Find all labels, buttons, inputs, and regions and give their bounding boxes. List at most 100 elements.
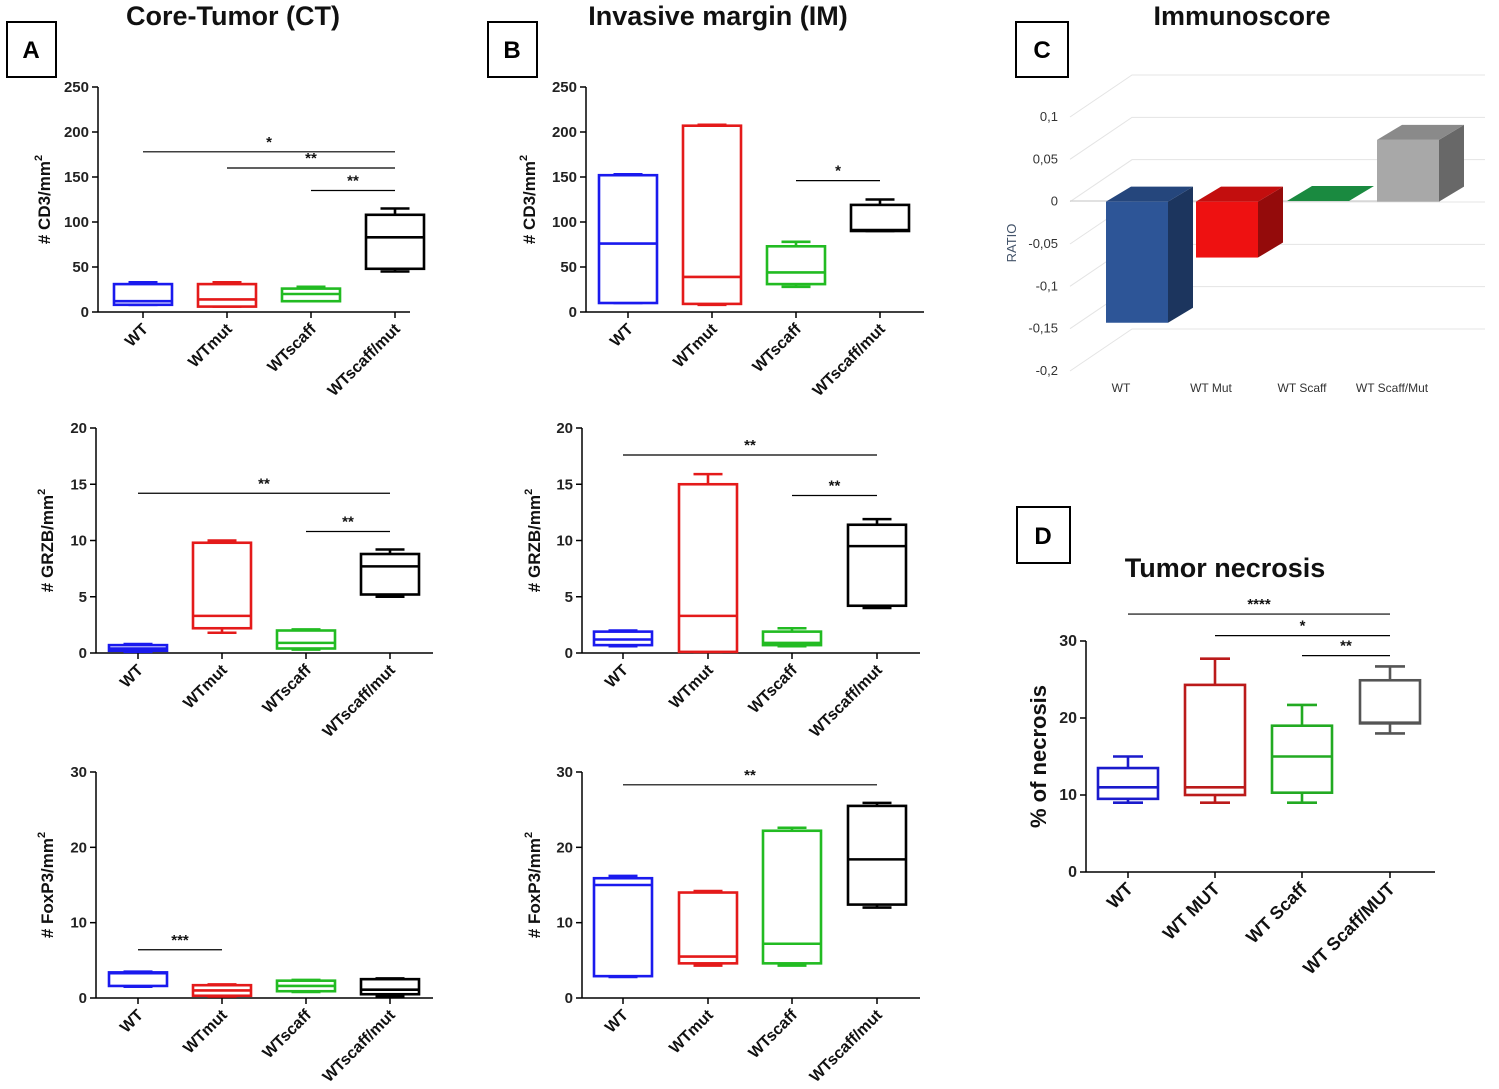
y-tick-label: 0,1 xyxy=(1040,109,1058,124)
x-category-label: WTscaff xyxy=(746,661,802,717)
y-tick-label: 30 xyxy=(1059,633,1077,650)
x-category-label: WTscaff/mut xyxy=(320,1006,400,1086)
significance-label: ** xyxy=(258,475,270,492)
y-axis-label-text: # FoxP3/mm xyxy=(38,838,57,938)
x-category-label: WT Scaff xyxy=(1242,878,1311,947)
y-tick-label: 0 xyxy=(569,304,577,321)
x-category-label: WTscaff xyxy=(260,1006,316,1062)
bar-front-face xyxy=(1196,201,1258,258)
box-wt-scaff xyxy=(1270,703,1334,805)
chart-immunoscore: 0,1 0,05 0 -0,05 -0,1 -0,15 -0,2 RATIO WT WT Mut W… xyxy=(1004,74,1485,395)
y-tick-label: 0 xyxy=(79,645,87,662)
box-iqr xyxy=(1358,678,1422,725)
box-wtscaff xyxy=(275,978,337,994)
box-iqr xyxy=(597,173,659,305)
box-wt xyxy=(597,173,659,305)
panel-letter-b: B xyxy=(487,21,538,78)
y-axis-label: RATIO xyxy=(1004,224,1019,263)
y-tick-label: 20 xyxy=(70,420,87,437)
x-category-label: WTscaff/mut xyxy=(807,1006,887,1086)
box-wtmut xyxy=(677,472,739,654)
panel-letter-d: D xyxy=(1016,506,1071,564)
x-category-label: WTscaff/mut xyxy=(810,320,890,400)
box-wtmut xyxy=(681,123,743,307)
x-category-label: WTscaff xyxy=(260,661,316,717)
x-category-label: WTscaff xyxy=(750,320,806,376)
y-tick-label: 0 xyxy=(1068,864,1077,881)
box-iqr xyxy=(846,804,908,906)
title-immunoscore: Immunoscore xyxy=(1153,1,1330,31)
box-wtscaff-mut xyxy=(359,548,421,599)
box-iqr xyxy=(359,552,421,596)
y-tick-label: 10 xyxy=(556,533,573,550)
significance-label: ** xyxy=(744,437,756,454)
y-tick-label: 20 xyxy=(556,839,573,856)
bar-wt-scaff xyxy=(1287,186,1374,201)
x-category-label: WT xyxy=(602,1007,632,1037)
significance-label: *** xyxy=(171,932,189,949)
bar-wt-scaff-mut xyxy=(1377,124,1464,202)
chart-im-cd3: 0 50 100 150 200 250 # CD3/mm2 WT WTmut WTscaff WT… xyxy=(518,79,924,400)
y-tick-label: 50 xyxy=(560,259,577,276)
x-category-label: WTscaff/mut xyxy=(807,661,887,741)
box-wtscaff xyxy=(761,826,823,967)
x-category-label: WTmut xyxy=(666,1006,717,1057)
x-category-label: WT Scaff xyxy=(1278,381,1328,395)
y-axis-label: # GRZB/mm2 xyxy=(36,489,57,592)
y-tick-label: 0 xyxy=(565,990,573,1007)
box-wtscaff xyxy=(275,628,337,651)
box-wtmut xyxy=(191,983,253,998)
box-wtmut xyxy=(191,539,253,635)
x-category-label: WT xyxy=(117,1007,147,1037)
box-wtscaff-mut xyxy=(359,977,421,998)
bar-wt xyxy=(1106,186,1193,323)
y-tick-label: 15 xyxy=(556,476,573,493)
y-tick-label: 20 xyxy=(70,839,87,856)
x-category-label: WT xyxy=(117,662,147,692)
x-category-label: WT xyxy=(122,321,152,351)
significance-label: ** xyxy=(347,173,359,190)
y-axis-label: # GRZB/mm2 xyxy=(523,489,544,592)
box-wt-mut xyxy=(1183,657,1247,805)
box-wt xyxy=(107,642,169,654)
y-axis-label-text: # GRZB/mm xyxy=(525,495,544,592)
x-category-label: WT Scaff/MUT xyxy=(1299,879,1399,979)
significance-label: * xyxy=(835,163,841,180)
box-wtmut xyxy=(677,889,739,967)
x-category-label: WT xyxy=(607,321,637,351)
y-tick-label: 0 xyxy=(565,645,573,662)
bar-front-face xyxy=(1377,139,1439,202)
box-iqr xyxy=(1270,724,1334,794)
box-iqr xyxy=(275,629,337,650)
x-category-label: WTmut xyxy=(180,1006,231,1057)
y-axis-label: # FoxP3/mm2 xyxy=(523,832,544,938)
y-axis-label-text: # CD3/mm xyxy=(520,161,539,244)
significance-label: * xyxy=(1300,618,1306,635)
box-iqr xyxy=(191,541,253,630)
box-wtscaff-mut xyxy=(846,801,908,909)
x-category-label: WTmut xyxy=(670,320,721,371)
bar-front-face xyxy=(1106,201,1168,323)
significance-label: ** xyxy=(342,514,354,531)
y-tick-label: 5 xyxy=(565,589,573,606)
bar-side-face xyxy=(1168,186,1193,323)
significance-label: * xyxy=(266,134,272,151)
significance-label: ** xyxy=(1340,638,1352,655)
x-category-label: WT Scaff/Mut xyxy=(1356,381,1429,395)
box-iqr xyxy=(849,203,911,233)
box-iqr xyxy=(846,523,908,608)
chart-ct-grzb: 0 5 10 15 20 # GRZB/mm2 WT WTmut WTscaff WTscaff/… xyxy=(36,420,433,741)
y-tick-label: 20 xyxy=(556,420,573,437)
y-tick-label: 150 xyxy=(64,169,89,186)
title-invasive-margin: Invasive margin (IM) xyxy=(588,1,848,31)
y-axis-label-text: % of necrosis xyxy=(1026,685,1051,828)
y-tick-label: 10 xyxy=(70,915,87,932)
box-wtscaff xyxy=(765,240,827,289)
gridline xyxy=(1069,159,1485,203)
box-wtscaff-mut xyxy=(364,207,426,273)
box-iqr xyxy=(359,977,421,996)
y-axis-label-superscript: 2 xyxy=(33,155,45,161)
x-category-label: WTscaff xyxy=(265,320,321,376)
x-category-label: WT MUT xyxy=(1159,879,1224,944)
